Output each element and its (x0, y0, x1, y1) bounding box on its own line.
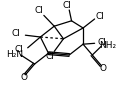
Text: Cl: Cl (96, 12, 105, 21)
Text: Cl: Cl (97, 38, 106, 47)
Text: NH₂: NH₂ (99, 41, 116, 51)
Text: H₂N: H₂N (6, 51, 23, 60)
Text: Cl: Cl (12, 29, 21, 38)
Text: O: O (21, 73, 28, 82)
Text: O: O (99, 64, 106, 73)
Text: Cl: Cl (14, 45, 23, 54)
Text: Cl: Cl (35, 6, 44, 15)
Text: Cl: Cl (63, 1, 71, 10)
Text: Cl: Cl (45, 52, 54, 61)
